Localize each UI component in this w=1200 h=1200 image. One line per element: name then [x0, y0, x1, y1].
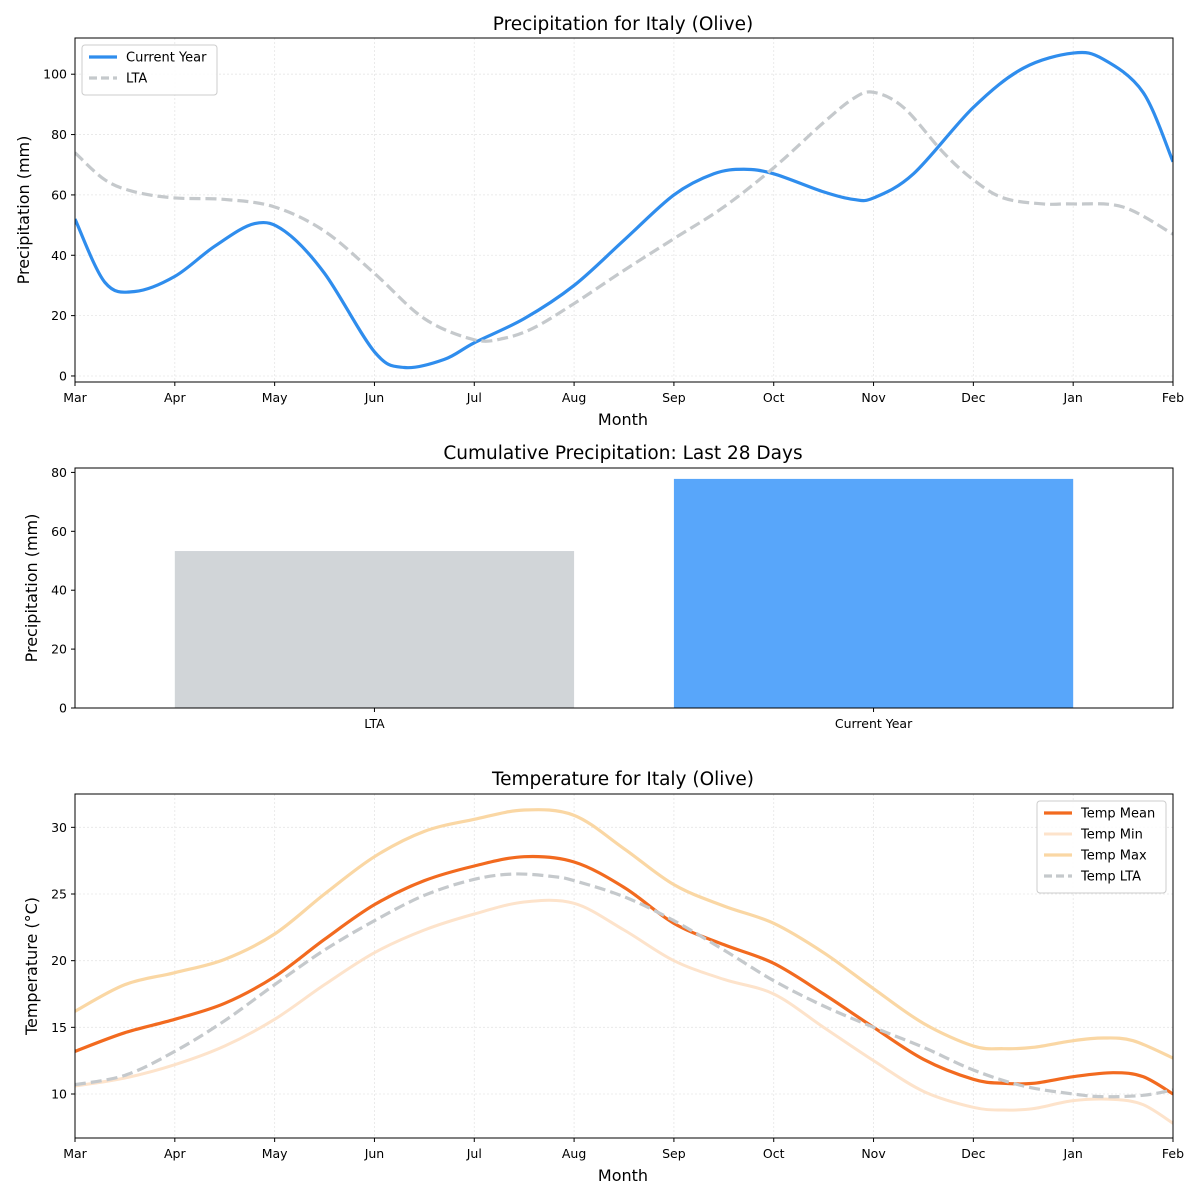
x-tick-label: Mar: [63, 390, 87, 405]
x-tick-label: Dec: [961, 390, 985, 405]
series-line-temp-mean: [75, 854, 1173, 1096]
y-tick-label: 40: [51, 248, 67, 263]
x-tick-label: Jan: [1063, 390, 1083, 405]
legend-label: Temp LTA: [1080, 870, 1141, 885]
chart-title: Temperature for Italy (Olive): [491, 769, 754, 790]
y-tick-label: 60: [51, 187, 67, 202]
plot-frame: [74, 37, 1174, 383]
plot-area: [75, 808, 1173, 1125]
y-tick-label: 80: [51, 465, 67, 480]
series-line-temp-max: [75, 808, 1173, 1060]
bar-lta: [174, 551, 575, 708]
grid: [74, 794, 1174, 1138]
x-axis-label: Month: [598, 1166, 648, 1185]
y-tick-label: 25: [51, 887, 67, 902]
x-tick-label: Oct: [763, 1146, 785, 1161]
cumulative-bar-chart: Cumulative Precipitation: Last 28 Days P…: [22, 443, 1174, 731]
x-tick-label: Nov: [861, 1146, 886, 1161]
y-axis-label: Precipitation (mm): [22, 514, 41, 663]
ticks: Mar Apr May Jun Jul Aug Sep Oct Nov Dec Jan Feb 10 15…: [51, 820, 1184, 1161]
x-axis-label: Month: [598, 410, 648, 429]
x-tick-label: May: [262, 390, 288, 405]
legend-label: Temp Min: [1080, 828, 1143, 843]
legend-label: LTA: [126, 72, 147, 87]
y-axis-label: Precipitation (mm): [14, 136, 33, 285]
x-tick-label: Jan: [1063, 1146, 1083, 1161]
y-tick-label: 60: [51, 524, 67, 539]
y-tick-label: 20: [51, 308, 67, 323]
x-tick-label: May: [262, 1146, 288, 1161]
x-tick-label: Oct: [763, 390, 785, 405]
plot-area: [75, 50, 1173, 370]
y-tick-label: 100: [43, 67, 67, 82]
y-tick-label: 0: [59, 368, 67, 383]
chart-title: Cumulative Precipitation: Last 28 Days: [443, 443, 802, 464]
plot-frame: [74, 467, 1174, 709]
x-tick-label: Apr: [164, 390, 186, 405]
legend: Current Year LTA: [81, 44, 218, 96]
x-tick-label: Sep: [662, 390, 686, 405]
legend-label: Temp Max: [1080, 849, 1147, 864]
grid: [74, 38, 1174, 382]
legend-label: Current Year: [126, 51, 207, 66]
x-tick-label: Jun: [364, 1146, 385, 1161]
y-tick-label: 20: [51, 953, 67, 968]
y-tick-label: 10: [51, 1087, 67, 1102]
series-line-temp-min: [75, 898, 1173, 1125]
legend-label: Temp Mean: [1080, 807, 1155, 822]
x-tick-label: Current Year: [835, 716, 913, 731]
ticks: LTA Current Year 0 20 40 60 80: [51, 465, 913, 731]
y-tick-label: 80: [51, 127, 67, 142]
x-tick-label: Feb: [1162, 1146, 1184, 1161]
x-tick-label: LTA: [364, 716, 385, 731]
x-tick-label: Aug: [562, 1146, 586, 1161]
plot-area: [174, 478, 1074, 708]
x-tick-label: Apr: [164, 1146, 186, 1161]
y-tick-label: 40: [51, 583, 67, 598]
legend: Temp Mean Temp Min Temp Max Temp LTA: [1036, 800, 1167, 894]
series-line-current-year: [75, 50, 1173, 370]
series-line-temp-lta: [75, 872, 1173, 1099]
bar-current-year: [673, 478, 1074, 708]
x-tick-label: Nov: [861, 390, 886, 405]
x-tick-label: Aug: [562, 390, 586, 405]
x-tick-label: Sep: [662, 1146, 686, 1161]
x-tick-label: Jul: [466, 390, 482, 405]
x-tick-label: Feb: [1162, 390, 1184, 405]
temperature-line-chart: Temperature for Italy (Olive) Month Temp…: [22, 769, 1184, 1185]
series-line-lta: [75, 90, 1173, 343]
y-tick-label: 30: [51, 820, 67, 835]
x-tick-label: Dec: [961, 1146, 985, 1161]
ticks: Mar Apr May Jun Jul Aug Sep Oct Nov Dec Jan Feb 0 20 4…: [43, 67, 1184, 405]
y-tick-label: 0: [59, 701, 67, 716]
x-tick-label: Jul: [466, 1146, 482, 1161]
chart-title: Precipitation for Italy (Olive): [493, 14, 753, 35]
x-tick-label: Mar: [63, 1146, 87, 1161]
plot-frame: [74, 793, 1174, 1139]
y-tick-label: 20: [51, 642, 67, 657]
precipitation-line-chart: Precipitation for Italy (Olive) Month Pr…: [14, 14, 1184, 429]
legend-box: [1036, 800, 1167, 894]
y-axis-label: Temperature (°C): [22, 897, 41, 1036]
y-tick-label: 15: [51, 1020, 67, 1035]
x-tick-label: Jun: [364, 390, 385, 405]
